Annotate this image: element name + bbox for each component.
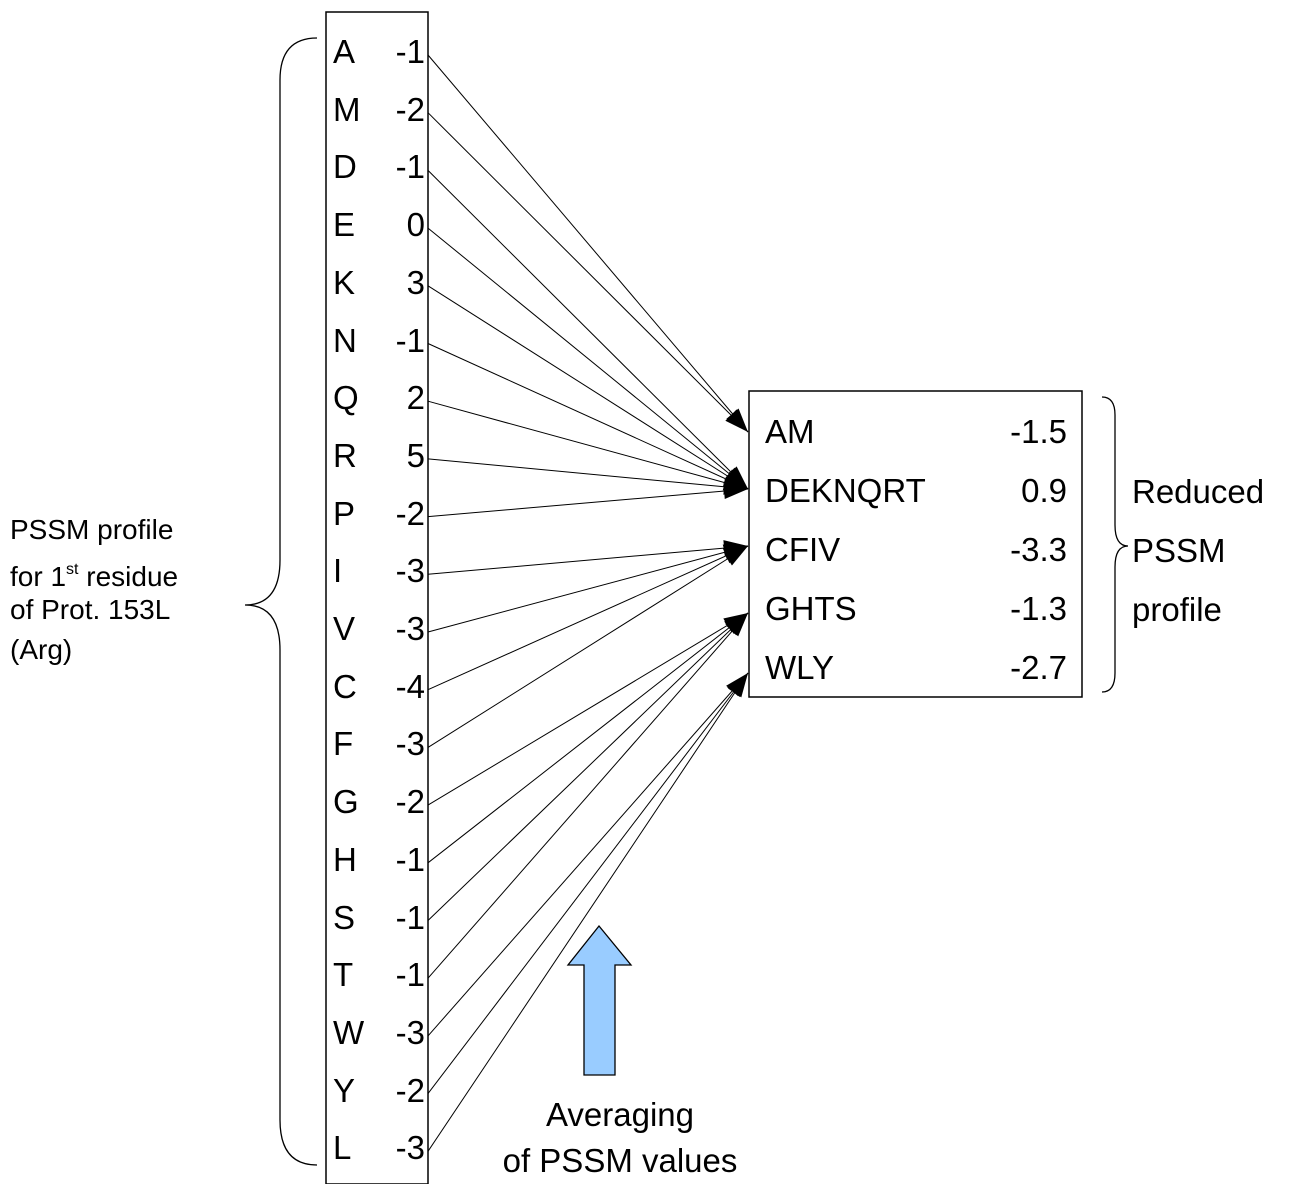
- connector-line: [427, 612, 749, 979]
- connector-line: [427, 672, 749, 1037]
- residue-value: -1: [395, 33, 425, 70]
- residue-value: 5: [406, 436, 425, 474]
- group-name: CFIV: [765, 531, 841, 568]
- residue-code: N: [333, 321, 357, 359]
- reduced-label-line2: PSSM: [1132, 532, 1226, 569]
- pssm-label-line2-sup: st: [66, 561, 79, 578]
- residue-code: C: [333, 667, 357, 705]
- pssm-label-line2-prefix: for 1: [10, 561, 67, 592]
- connector-line: [427, 612, 749, 806]
- connector-lines: [427, 54, 749, 1152]
- reduced-profile-label: Reduced PSSM profile: [1132, 462, 1264, 639]
- arrowheads: [722, 408, 748, 698]
- group-value: -1.3: [1010, 590, 1067, 627]
- arrowhead: [726, 613, 748, 637]
- group-value: -3.3: [1010, 531, 1067, 568]
- group-name: DEKNQRT: [765, 472, 926, 509]
- pssm-profile-label: PSSM profile for 1st residue of Prot. 15…: [10, 510, 178, 670]
- residue-value: -4: [395, 667, 425, 705]
- residue-value: 0: [406, 206, 425, 244]
- group-name: GHTS: [765, 590, 857, 627]
- residue-code: Y: [333, 1071, 356, 1109]
- pssm-label-line1: PSSM profile: [10, 514, 174, 545]
- connector-line: [427, 285, 749, 490]
- connector-line: [427, 672, 749, 1094]
- residue-value: 3: [406, 263, 425, 301]
- pssm-label-line2: for 1st residue: [10, 550, 179, 592]
- residue-value: -1: [395, 898, 425, 936]
- residue-value: -2: [395, 783, 425, 821]
- arrowhead: [728, 673, 748, 698]
- connector-line: [427, 458, 749, 490]
- connector-line: [427, 612, 749, 864]
- group-name: AM: [765, 413, 815, 450]
- reduced-label-line3: profile: [1132, 591, 1222, 628]
- reduced-label-line1: Reduced: [1132, 473, 1265, 510]
- connector-line: [427, 612, 749, 921]
- connector-line: [427, 170, 749, 490]
- averaging-label: Averaging of PSSM values: [470, 1092, 770, 1184]
- residue-value: -1: [395, 840, 425, 878]
- connector-line: [427, 545, 749, 575]
- residue-code: V: [333, 610, 356, 647]
- connector-line: [427, 488, 749, 518]
- averaging-label-line1: Averaging: [545, 1096, 694, 1133]
- up-arrow-icon: [566, 924, 633, 1076]
- residue-code: K: [333, 263, 356, 301]
- arrowhead: [725, 409, 748, 432]
- residue-value: -3: [395, 610, 425, 647]
- residue-code: S: [333, 898, 356, 936]
- residue-code: F: [333, 725, 354, 763]
- group-value: -2.7: [1010, 649, 1067, 686]
- residue-value: -3: [395, 1129, 425, 1167]
- residue-value: -3: [395, 552, 425, 590]
- residue-value: -2: [395, 90, 425, 128]
- arrowhead: [723, 546, 748, 566]
- residue-code: P: [333, 494, 356, 532]
- residue-code: W: [333, 1013, 365, 1051]
- residue-value: -3: [395, 1013, 425, 1051]
- connector-line: [427, 672, 749, 1152]
- residue-value: -1: [395, 148, 425, 186]
- group-name: WLY: [765, 649, 835, 686]
- connector-line: [427, 227, 749, 490]
- residue-value: -1: [395, 321, 425, 359]
- residue-value: 2: [406, 379, 425, 417]
- connector-line: [427, 400, 749, 490]
- connector-line: [427, 112, 749, 433]
- residue-code: H: [333, 840, 357, 878]
- residue-code: D: [333, 148, 357, 186]
- connector-line: [427, 343, 749, 490]
- residue-code: G: [333, 783, 359, 821]
- residue-code: E: [333, 206, 356, 244]
- residue-code: L: [333, 1129, 352, 1167]
- residue-value: -3: [395, 725, 425, 763]
- averaging-label-line2: of PSSM values: [502, 1142, 738, 1179]
- group-value: 0.9: [1021, 472, 1067, 509]
- residue-value: -2: [395, 1071, 425, 1109]
- residue-code: A: [333, 33, 356, 70]
- right-brace: [1101, 396, 1129, 693]
- left-brace: [244, 37, 318, 1166]
- group-value: -1.5: [1010, 413, 1067, 450]
- arrowhead: [723, 483, 748, 500]
- residue-code: I: [333, 552, 343, 590]
- reduced-profile-box: [748, 390, 1083, 698]
- residue-code: M: [333, 90, 361, 128]
- connector-line: [427, 545, 749, 691]
- residue-value: -2: [395, 494, 425, 532]
- residue-code: T: [333, 956, 354, 994]
- residue-code: Q: [333, 379, 359, 417]
- pssm-profile-box: [325, 11, 429, 1184]
- connector-line: [427, 54, 749, 433]
- residue-code: R: [333, 436, 357, 474]
- residue-value: -1: [395, 956, 425, 994]
- connector-line: [427, 545, 749, 748]
- pssm-label-line2-suffix: residue: [78, 561, 179, 592]
- pssm-label-line4: (Arg): [10, 634, 73, 665]
- connector-line: [427, 545, 749, 633]
- pssm-label-line3: of Prot. 153L: [10, 594, 171, 625]
